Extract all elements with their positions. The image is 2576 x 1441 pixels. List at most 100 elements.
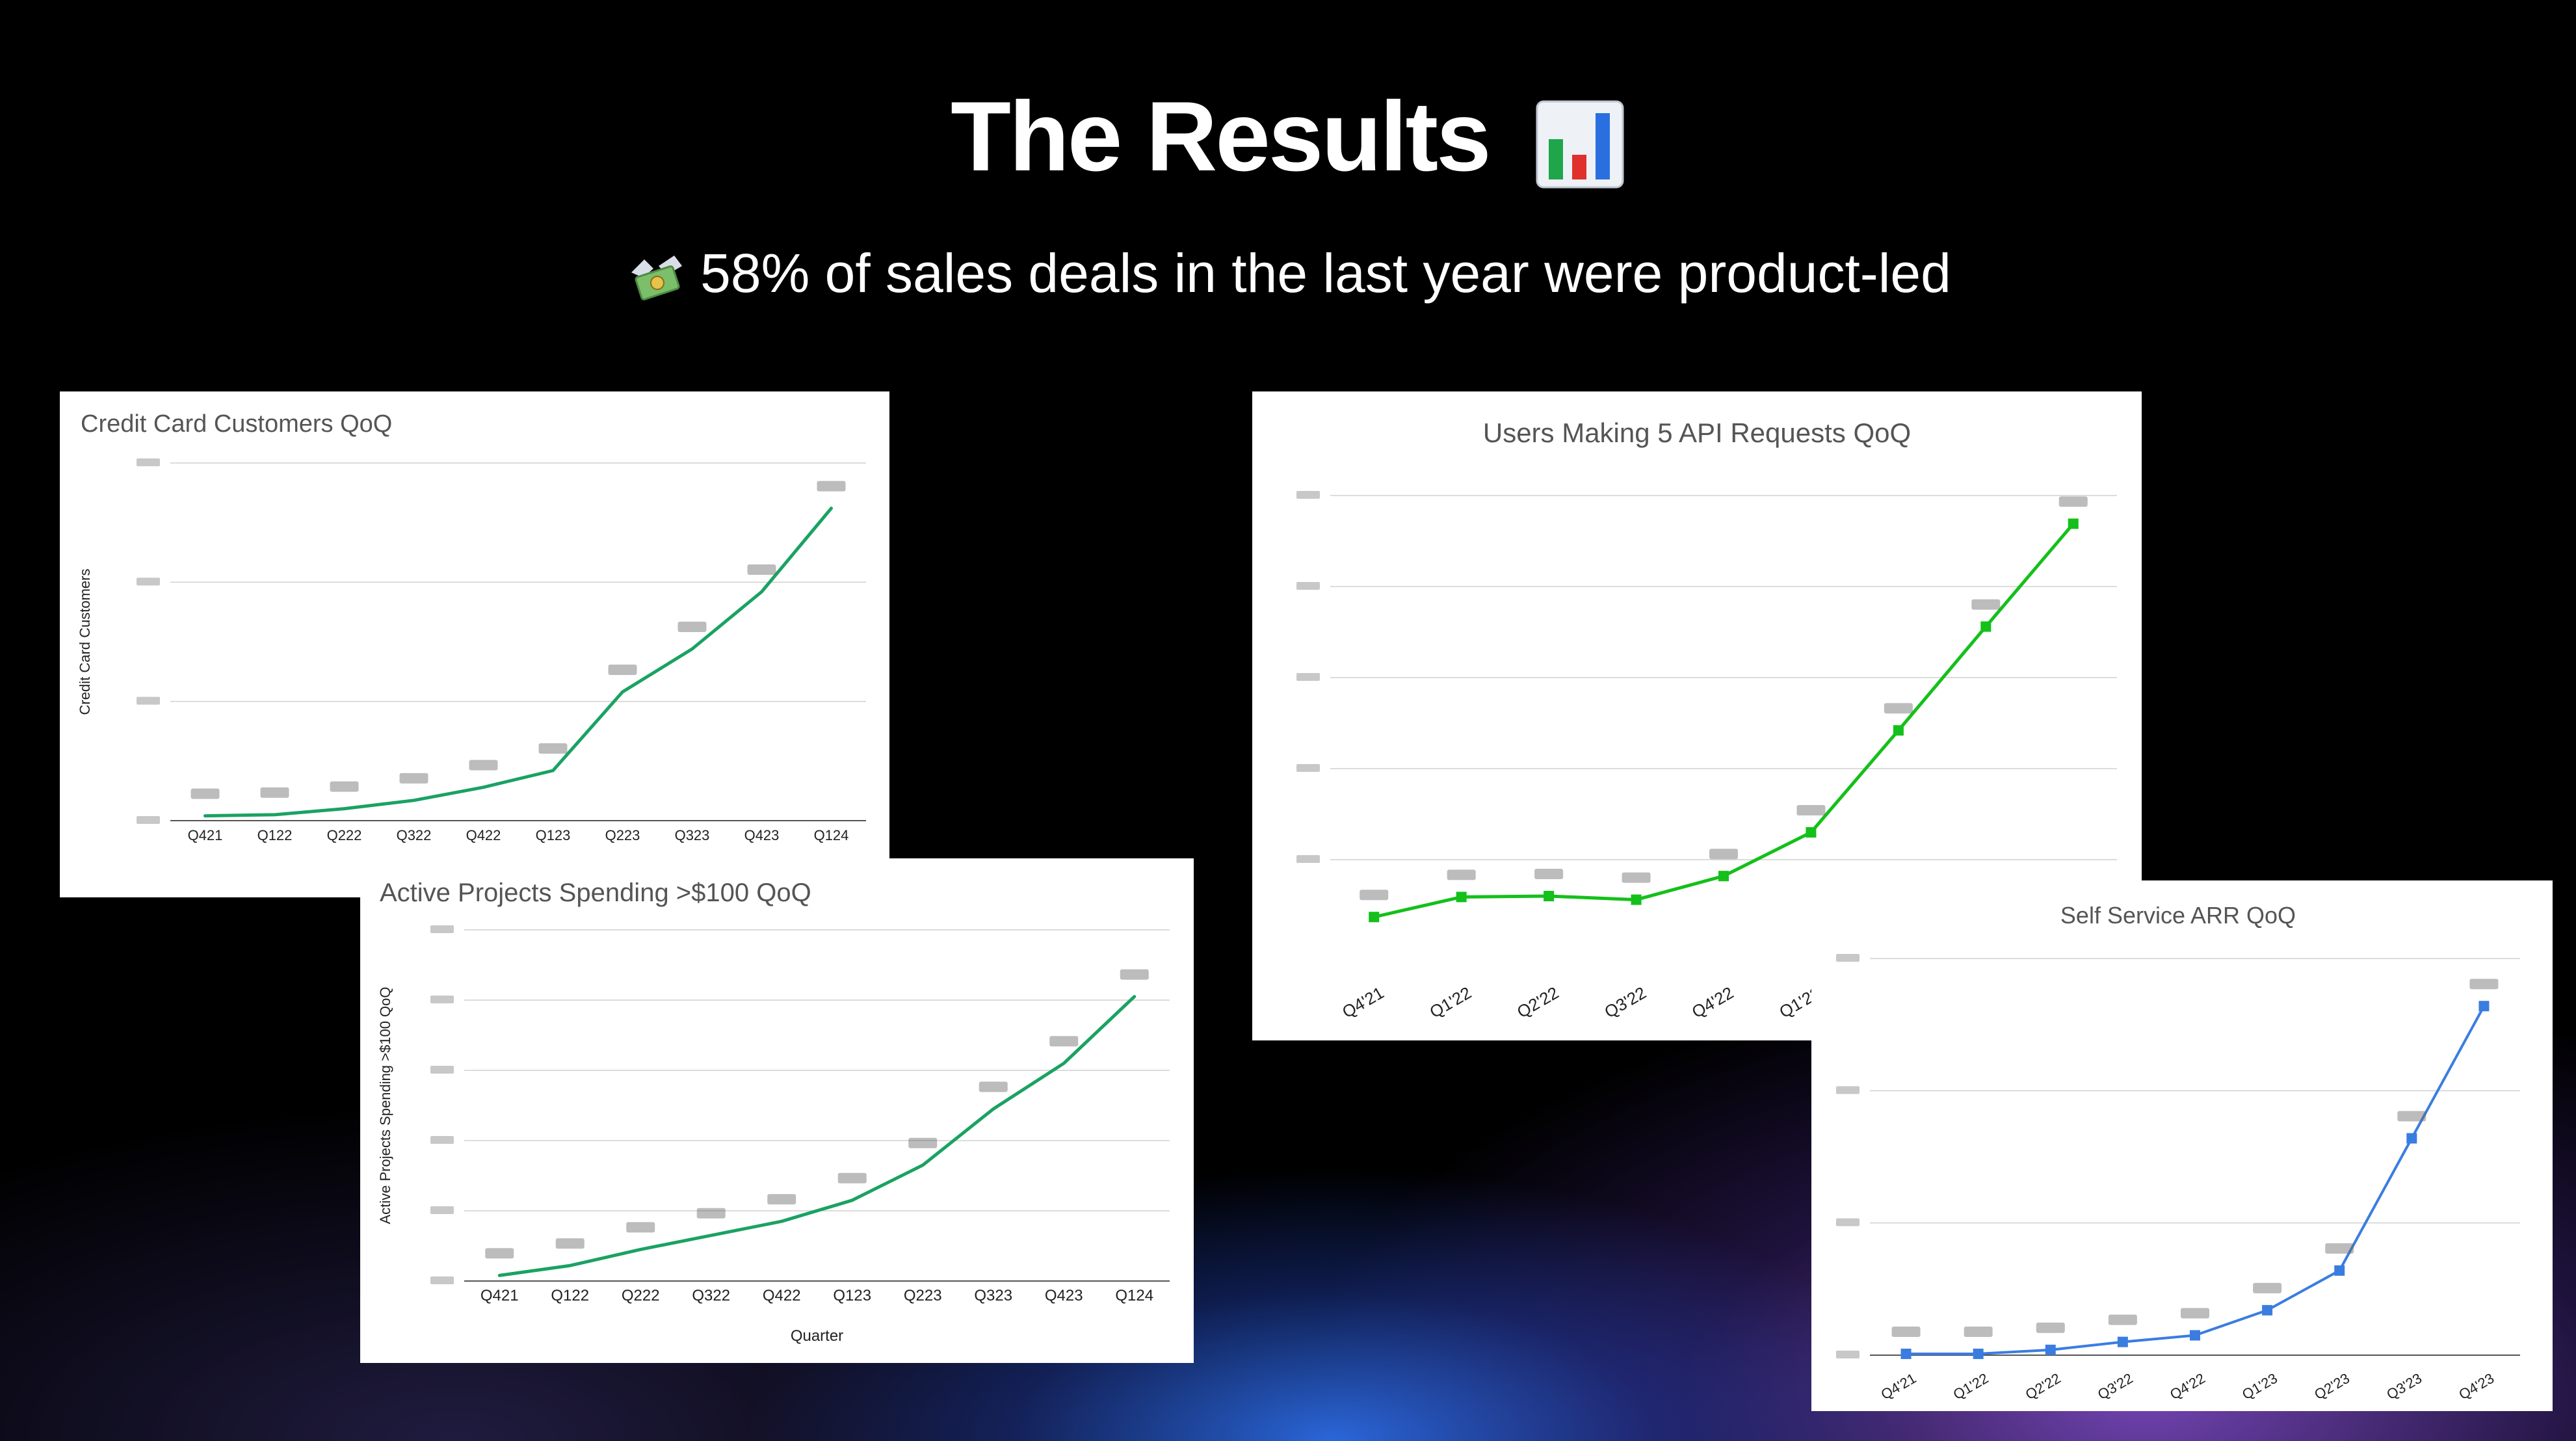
- data-label-blur: [1971, 599, 2001, 610]
- x-tick-label: Q4'22: [1689, 983, 1737, 1022]
- data-label-blur: [1796, 805, 1826, 815]
- data-label-blur: [677, 622, 707, 632]
- data-point: [2190, 1330, 2200, 1341]
- chart-title: Self Service ARR QoQ: [2060, 902, 2296, 929]
- data-label-blur: [1884, 703, 1913, 714]
- x-axis-label: Quarter: [791, 1327, 843, 1345]
- series-line: [204, 507, 833, 818]
- series-line: [497, 995, 1137, 1277]
- data-label-blur: [2058, 496, 2088, 507]
- y-tick-label-blur: [137, 816, 160, 824]
- data-point: [2334, 1265, 2345, 1276]
- y-tick-label-blur: [1836, 1351, 1860, 1358]
- data-label-blur: [608, 665, 637, 675]
- data-label-blur: [555, 1238, 585, 1249]
- bar-chart-icon: [1536, 100, 1624, 189]
- data-point: [1893, 725, 1904, 736]
- x-tick-label: Q423: [1045, 1287, 1083, 1304]
- x-tick-label: Q4'21: [1339, 983, 1387, 1022]
- data-label-blur: [2469, 979, 2499, 990]
- y-tick-label-blur: [430, 996, 454, 1003]
- y-axis-label: Credit Card Customers: [77, 569, 93, 715]
- data-point: [204, 814, 207, 817]
- x-tick-label: Q4'21: [1878, 1370, 1919, 1403]
- data-label-blur: [767, 1194, 796, 1205]
- x-tick-label: Q4'23: [2456, 1370, 2497, 1403]
- chart-title: Users Making 5 API Requests QoQ: [1483, 417, 1911, 448]
- data-point: [1980, 621, 1991, 632]
- data-point: [1456, 892, 1467, 903]
- x-tick-label: Q122: [257, 827, 293, 843]
- data-label-blur: [2108, 1314, 2137, 1325]
- data-point: [639, 1248, 642, 1251]
- data-label-blur: [1360, 890, 1389, 901]
- data-point: [850, 1198, 854, 1202]
- active-projects-chart: Active Projects Spending >$100 QoQ Active…: [360, 858, 1194, 1363]
- x-tick-label: Q123: [536, 827, 571, 843]
- data-point: [412, 799, 415, 802]
- data-label-blur: [1891, 1326, 1921, 1337]
- data-label-blur: [2253, 1282, 2282, 1293]
- y-tick-label-blur: [137, 458, 160, 466]
- data-label-blur: [538, 743, 568, 754]
- x-tick-label: Q122: [551, 1287, 589, 1304]
- data-label-blur: [260, 787, 289, 798]
- data-label-blur: [1447, 869, 1476, 880]
- y-tick-label-blur: [1836, 1086, 1860, 1094]
- x-tick-label: Q123: [833, 1287, 871, 1304]
- x-tick-label: Q2'23: [2311, 1370, 2352, 1403]
- x-tick-label: Q3'22: [2095, 1370, 2136, 1403]
- data-label-blur: [330, 781, 359, 792]
- x-tick-label: Q2'22: [1514, 983, 1562, 1022]
- data-point: [482, 786, 485, 789]
- x-tick-label: Q2'22: [2023, 1370, 2064, 1403]
- credit-card-customers-chart-svg: Credit Card Customers QoQ Credit Card Cus…: [77, 410, 866, 843]
- active-projects-chart-svg: Active Projects Spending >$100 QoQ Active…: [377, 879, 1170, 1345]
- y-tick-label-blur: [1836, 1218, 1860, 1226]
- data-label-blur: [837, 1172, 867, 1183]
- data-point: [760, 590, 763, 593]
- x-tick-label: Q323: [974, 1287, 1012, 1304]
- x-tick-label: Q124: [1115, 1287, 1153, 1304]
- self-service-arr-chart-svg: Self Service ARR QoQ Q4'21 Q1'22 Q2'22 Q3'22…: [1836, 902, 2520, 1403]
- data-point: [1133, 995, 1136, 998]
- data-label-blur: [747, 564, 776, 575]
- y-tick-label-blur: [1296, 764, 1320, 772]
- y-tick-label-blur: [1296, 855, 1320, 863]
- data-label-blur: [1622, 872, 1651, 883]
- data-label-blur: [2036, 1322, 2065, 1333]
- x-tick-label: Q421: [480, 1287, 519, 1304]
- x-tick-label: Q3'22: [1601, 983, 1649, 1022]
- data-label-blur: [908, 1137, 938, 1148]
- data-label-blur: [626, 1222, 655, 1233]
- x-tick-label: Q124: [814, 827, 849, 843]
- y-tick-label-blur: [1836, 954, 1860, 962]
- slide-title: The Results: [0, 72, 2576, 202]
- api-requests-chart-svg: Users Making 5 API Requests QoQ Q4'21 Q1'2…: [1296, 417, 2117, 1022]
- data-point: [2045, 1344, 2056, 1355]
- y-tick-label-blur: [1296, 582, 1320, 590]
- data-point: [1718, 871, 1729, 882]
- data-label-blur: [2397, 1111, 2426, 1122]
- x-tick-label: Q3'23: [2384, 1370, 2425, 1403]
- data-point: [1806, 827, 1817, 838]
- data-point: [2262, 1304, 2273, 1315]
- series-line: [1904, 1005, 2486, 1355]
- data-label-blur: [817, 481, 846, 492]
- y-tick-label-blur: [430, 1066, 454, 1074]
- x-tick-label: Q223: [904, 1287, 942, 1304]
- data-label-blur: [1709, 849, 1738, 860]
- x-tick-label: Q322: [692, 1287, 730, 1304]
- y-tick-label-blur: [137, 696, 160, 705]
- data-point: [830, 507, 833, 510]
- x-tick-label: Q1'23: [2239, 1370, 2280, 1403]
- data-point: [343, 807, 346, 810]
- x-tick-label: Q423: [744, 827, 780, 843]
- data-point: [690, 648, 694, 650]
- y-tick-label-blur: [137, 577, 160, 586]
- y-tick-label-blur: [430, 1276, 454, 1284]
- y-tick-label-blur: [1296, 491, 1320, 499]
- x-tick-label: Q223: [605, 827, 640, 843]
- data-point: [992, 1107, 995, 1111]
- slide-title-text: The Results: [951, 81, 1492, 192]
